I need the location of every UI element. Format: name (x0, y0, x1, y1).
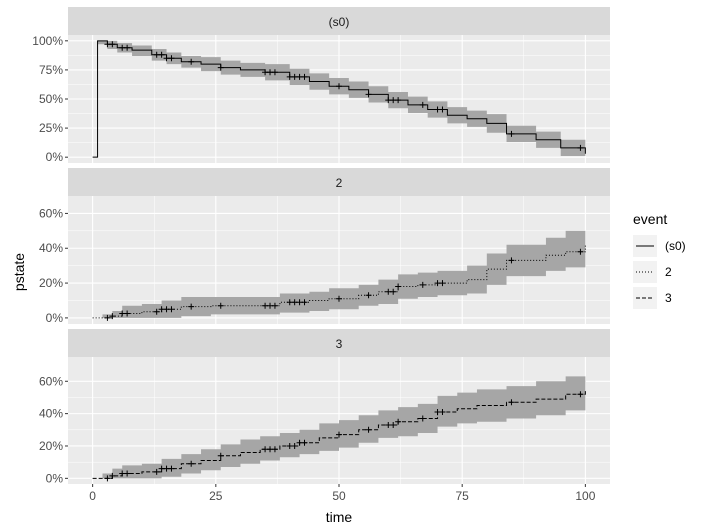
censor-mark (577, 248, 584, 255)
censor-mark (188, 460, 195, 467)
y-tick-label: 40% (39, 407, 63, 421)
censor-mark (109, 313, 116, 320)
censor-mark (419, 281, 426, 288)
y-tick-label: 0% (46, 311, 64, 325)
x-tick-label: 0 (89, 489, 96, 503)
y-tick-label: 60% (39, 206, 63, 220)
x-tick-label: 100 (575, 489, 595, 503)
censor-mark (158, 51, 165, 58)
censor-mark (419, 101, 426, 108)
legend-title: event (633, 211, 667, 227)
censor-mark (217, 64, 224, 71)
facet-strip (68, 168, 610, 196)
censor-mark (271, 69, 278, 76)
censor-mark (419, 415, 426, 422)
facet-panel: 20%20%40%60% (39, 168, 610, 325)
censor-mark (508, 130, 515, 137)
series-line (92, 40, 586, 158)
censor-mark (439, 409, 446, 416)
censor-mark (301, 73, 308, 80)
censor-mark (109, 472, 116, 479)
censor-mark (395, 97, 402, 104)
censor-mark (508, 399, 515, 406)
facet-panel: 3 0% 20% 40% 60% (39, 329, 610, 485)
y-tick-label: 0% (46, 471, 64, 485)
y-tick-label: 25% (39, 121, 63, 135)
x-tick-label: 50 (332, 489, 346, 503)
censor-mark (188, 58, 195, 65)
y-tick-label: 0% (46, 150, 64, 164)
x-tick-label: 25 (209, 489, 223, 503)
facet-strip (68, 7, 610, 35)
censor-mark (217, 452, 224, 459)
x-tick-label: 75 (456, 489, 470, 503)
censor-mark (109, 41, 116, 48)
censor-mark (439, 280, 446, 287)
facet-strip-label: (s0) (329, 15, 350, 29)
censor-mark (577, 144, 584, 151)
censor-mark (124, 310, 131, 317)
confidence-band (97, 40, 586, 158)
legend: event (s0) 2 3 (633, 211, 686, 309)
censor-mark (301, 299, 308, 306)
legend-label: (s0) (665, 239, 686, 253)
censor-mark (104, 475, 111, 482)
censor-mark (336, 295, 342, 302)
facet-strip-label: 3 (336, 337, 343, 351)
censor-mark (168, 55, 175, 62)
censor-mark (577, 391, 584, 398)
censor-mark (365, 292, 372, 299)
censor-mark (390, 288, 397, 295)
y-tick-label: 50% (39, 92, 63, 106)
x-axis-title: time (326, 509, 353, 525)
censor-mark (301, 439, 308, 446)
censor-mark (439, 106, 446, 113)
censor-mark (271, 302, 278, 309)
censor-mark (168, 465, 175, 472)
censor-mark (395, 283, 402, 290)
confidence-band (102, 371, 586, 479)
x-axis: 0 25 50 75 100 (89, 484, 596, 503)
y-axis-title: pstate (11, 253, 27, 291)
y-tick-label: 40% (39, 241, 63, 255)
censor-mark (291, 442, 298, 449)
censor-mark (153, 308, 160, 315)
censor-mark (365, 91, 372, 98)
censor-mark (188, 303, 195, 310)
censor-mark (168, 306, 175, 313)
censor-mark (395, 418, 402, 425)
censor-mark (104, 314, 111, 321)
y-tick-label: 20% (39, 439, 63, 453)
censor-mark (271, 446, 278, 453)
y-tick-label: 100% (32, 34, 63, 48)
censor-mark (124, 470, 131, 477)
legend-label: 3 (665, 291, 672, 305)
facet-strip-label: 2 (336, 176, 343, 190)
censor-mark (336, 83, 342, 90)
censor-mark (390, 421, 397, 428)
y-tick-label: 60% (39, 374, 63, 388)
confidence-band (102, 222, 586, 318)
censor-mark (365, 426, 372, 433)
y-tick-label: 75% (39, 63, 63, 77)
facet-panels: (s0)0%25%50%75%100%20%20%40%60%30%20%40%… (32, 7, 610, 485)
legend-label: 2 (665, 265, 672, 279)
censor-mark (217, 302, 224, 309)
censor-mark (508, 257, 515, 264)
censor-mark (124, 44, 131, 51)
facet-panel: (s0) 0% 25% 50% 75% 100% (32, 7, 610, 164)
series-line (92, 244, 586, 319)
censor-mark (153, 468, 160, 475)
facet-strip (68, 329, 610, 357)
y-tick-label: 20% (39, 276, 63, 290)
censor-mark (336, 431, 342, 438)
